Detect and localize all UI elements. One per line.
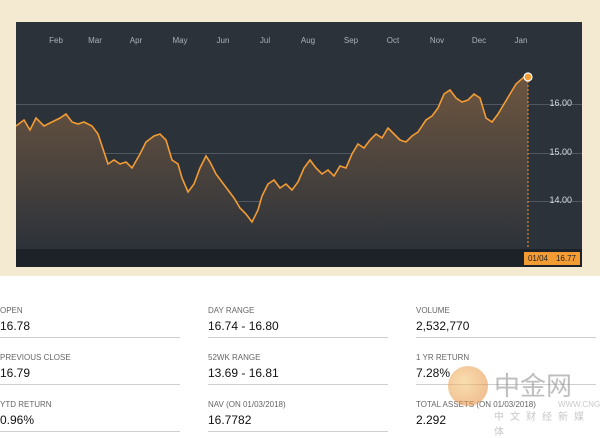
gridline bbox=[16, 104, 582, 105]
y-tick-label: 14.00 bbox=[549, 195, 572, 205]
stat-value: 2,532,770 bbox=[416, 319, 470, 333]
chart-frame: Feb Mar Apr May Jun Jul Aug Sep Oct Nov … bbox=[0, 0, 600, 276]
divider bbox=[0, 337, 180, 338]
gridline bbox=[16, 153, 582, 154]
stat-ytd-return: YTD RETURN 0.96% bbox=[0, 400, 180, 432]
stat-nav: NAV (ON 01/03/2018) 16.7782 bbox=[208, 400, 388, 432]
stat-label: DAY RANGE bbox=[208, 306, 255, 315]
month-label: Mar bbox=[88, 36, 102, 45]
stat-total-assets: TOTAL ASSETS (ON 01/03/2018) 2.292 bbox=[416, 400, 596, 427]
divider bbox=[416, 337, 596, 338]
month-label: Jun bbox=[216, 36, 230, 45]
stat-label: NAV (ON 01/03/2018) bbox=[208, 400, 286, 409]
month-label: Jul bbox=[259, 36, 271, 45]
hover-date-tag: 01/04 bbox=[523, 252, 552, 265]
price-series bbox=[16, 72, 533, 250]
stat-value: 13.69 - 16.81 bbox=[208, 366, 279, 380]
stat-label: 52WK RANGE bbox=[208, 353, 261, 362]
month-label: Aug bbox=[300, 36, 316, 45]
divider bbox=[208, 337, 388, 338]
stat-52wk-range: 52WK RANGE 13.69 - 16.81 bbox=[208, 353, 388, 385]
y-tick-label: 16.00 bbox=[549, 98, 572, 108]
month-label: May bbox=[172, 36, 188, 45]
stat-label: TOTAL ASSETS (ON 01/03/2018) bbox=[416, 400, 536, 409]
divider bbox=[208, 384, 388, 385]
stat-value: 16.7782 bbox=[208, 413, 252, 427]
price-line bbox=[16, 76, 528, 224]
stat-day-range: DAY RANGE 16.74 - 16.80 bbox=[208, 306, 388, 338]
price-area bbox=[16, 77, 528, 250]
month-label: Oct bbox=[386, 36, 400, 45]
x-axis-bar: 01/04 16.77 bbox=[16, 249, 582, 267]
divider bbox=[0, 384, 180, 385]
stat-value: 0.96% bbox=[0, 413, 35, 427]
month-label: Dec bbox=[471, 36, 487, 45]
stat-label: PREVIOUS CLOSE bbox=[0, 353, 71, 362]
stat-open: OPEN 16.78 bbox=[0, 306, 180, 338]
month-label: Nov bbox=[429, 36, 445, 45]
divider bbox=[208, 431, 388, 432]
stat-1yr-return: 1 YR RETURN 7.28% bbox=[416, 353, 596, 385]
last-point bbox=[523, 72, 533, 82]
divider bbox=[0, 431, 180, 432]
stat-volume: VOLUME 2,532,770 bbox=[416, 306, 596, 338]
stat-label: YTD RETURN bbox=[0, 400, 52, 409]
stat-label: VOLUME bbox=[416, 306, 450, 315]
stat-label: OPEN bbox=[0, 306, 23, 315]
stat-value: 16.79 bbox=[0, 366, 31, 380]
divider bbox=[416, 384, 596, 385]
price-chart[interactable]: Feb Mar Apr May Jun Jul Aug Sep Oct Nov … bbox=[16, 22, 582, 267]
month-label: Feb bbox=[49, 36, 63, 45]
month-label: Jan bbox=[514, 36, 528, 45]
stat-value: 2.292 bbox=[416, 413, 447, 427]
hover-value-tag: 16.77 bbox=[551, 252, 580, 265]
stat-previous-close: PREVIOUS CLOSE 16.79 bbox=[0, 353, 180, 385]
month-label: Apr bbox=[129, 36, 143, 45]
stat-label: 1 YR RETURN bbox=[416, 353, 470, 362]
stat-value: 16.74 - 16.80 bbox=[208, 319, 279, 333]
month-label: Sep bbox=[343, 36, 359, 45]
stat-value: 16.78 bbox=[0, 319, 31, 333]
y-tick-label: 15.00 bbox=[549, 147, 572, 157]
stat-value: 7.28% bbox=[416, 366, 451, 380]
